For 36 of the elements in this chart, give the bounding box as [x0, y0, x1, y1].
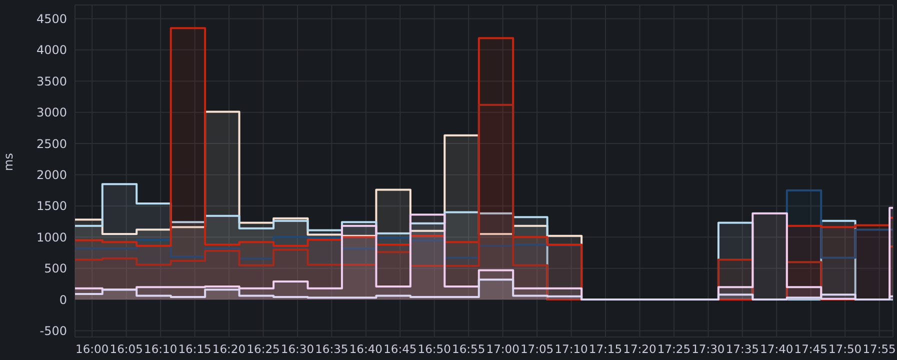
x-tick-label: 17:55: [862, 342, 896, 356]
x-tick-label: 16:20: [212, 342, 246, 356]
y-tick-label: 500: [44, 262, 67, 276]
x-tick-label: 16:10: [144, 342, 178, 356]
x-tick-label: 17:50: [828, 342, 862, 356]
x-tick-label: 16:35: [315, 342, 348, 356]
x-tick-label: 17:15: [588, 342, 622, 356]
x-tick-label: 16:05: [110, 342, 143, 356]
x-tick-label: 17:25: [657, 342, 691, 356]
x-tick-label: 16:40: [349, 342, 383, 356]
y-tick-label: 3500: [36, 74, 67, 88]
x-tick-label: 17:35: [726, 342, 759, 356]
x-tick-label: 17:40: [760, 342, 794, 356]
x-tick-label: 16:25: [246, 342, 280, 356]
x-tick-label: 17:20: [623, 342, 656, 356]
x-tick-label: 16:45: [384, 342, 417, 356]
y-tick-label: 0: [59, 292, 67, 307]
y-tick-label: 3000: [36, 106, 67, 120]
y-tick-label: 1000: [36, 230, 67, 244]
x-tick-label: 17:45: [794, 342, 828, 356]
y-tick-label: 2000: [36, 168, 67, 182]
x-tick-label: 16:50: [418, 342, 451, 356]
x-tick-label: 16:15: [178, 342, 212, 356]
y-tick-label: 1500: [36, 199, 67, 214]
y-tick-label: -500: [40, 324, 67, 338]
y-tick-label: 4500: [36, 12, 67, 26]
y-tick-label: 2500: [36, 136, 67, 151]
x-tick-label: 16:55: [452, 342, 486, 356]
x-tick-label: 17:10: [554, 342, 588, 356]
x-tick-label: 17:00: [486, 342, 520, 356]
x-tick-label: 17:30: [692, 342, 725, 356]
y-axis-title: ms: [1, 153, 16, 171]
x-tick-label: 16:30: [280, 342, 314, 356]
x-tick-label: 17:05: [520, 342, 554, 356]
x-tick-label: 16:00: [76, 342, 109, 356]
y-tick-label: 4000: [36, 43, 67, 58]
